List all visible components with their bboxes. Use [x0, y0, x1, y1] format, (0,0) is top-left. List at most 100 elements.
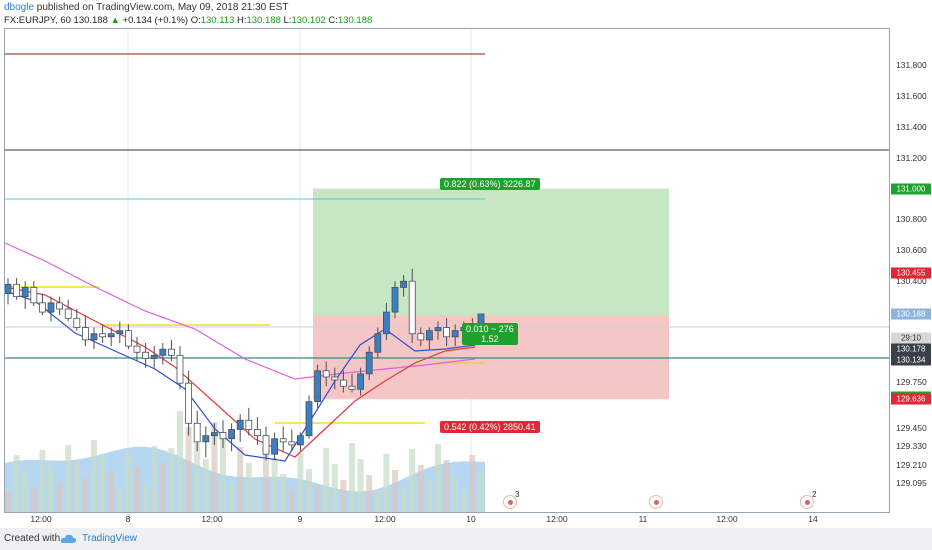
candle-up [296, 435, 304, 446]
price-tick-label: 129.450 [896, 422, 927, 433]
candle-up [228, 429, 236, 440]
volume-bar [30, 487, 37, 512]
volume-bar [263, 442, 269, 512]
volume-bar [288, 490, 295, 512]
risk-reward-line2: 1.52 [481, 334, 499, 344]
target-zone [313, 188, 669, 316]
candle-down [13, 283, 21, 298]
event-dot-icon [654, 500, 659, 505]
candle-down [30, 286, 38, 304]
event-dot-icon [508, 500, 513, 505]
candle-down [443, 327, 451, 338]
event-dot-icon [805, 500, 810, 505]
time-tick-label: 11 [638, 514, 648, 524]
volume-bar [357, 459, 364, 512]
event-marker-2[interactable] [649, 495, 663, 509]
event-marker-3[interactable]: 2 [800, 490, 816, 509]
price-tick-label: 130.400 [896, 276, 927, 287]
candle-up [400, 280, 408, 288]
volume-bar [331, 464, 338, 512]
volume-bar [245, 463, 252, 512]
tradingview-link[interactable]: TradingView [82, 533, 138, 544]
volume-bar [56, 482, 63, 512]
high-label: H: [237, 15, 247, 26]
volume-bar [349, 443, 355, 512]
price-tag: 130.188 [891, 308, 931, 320]
ma-magenta [5, 242, 476, 380]
volume-bar [409, 449, 416, 512]
price-tick-label: 131.200 [896, 152, 927, 163]
created-with-text: Created with [4, 533, 61, 544]
volume-bar [460, 492, 467, 512]
price-change: +0.134 (+0.1%) [122, 15, 189, 26]
volume-bar [297, 453, 304, 512]
candle-up [451, 330, 459, 338]
candle-down [219, 432, 227, 440]
volume-bar [91, 440, 97, 512]
volume-bar [271, 458, 278, 512]
candle-up [21, 286, 29, 298]
ma-blue [5, 290, 476, 462]
price-tick-label: 130.600 [896, 245, 927, 256]
low-label: L: [283, 15, 292, 26]
last-price: 130.188 [73, 15, 108, 26]
volume-bar [177, 411, 183, 512]
volume-bar [73, 461, 80, 512]
candle-up [210, 432, 218, 437]
time-tick-label: 8 [125, 514, 131, 524]
price-tag: 130.178 [891, 343, 931, 355]
time-tick-label: 12:00 [374, 514, 396, 524]
volume-bar [306, 469, 312, 512]
candle-up [305, 401, 313, 437]
price-tick-label: 129.750 [896, 376, 927, 387]
time-tick-label: 14 [808, 514, 818, 524]
volume-bar [374, 491, 381, 512]
price-tag: 130.455 [891, 267, 931, 279]
price-tag: 131.000 [891, 183, 931, 195]
close-label: C: [328, 15, 338, 26]
volume-bar [435, 444, 441, 512]
target-label[interactable]: 0.822 (0.63%) 3226.87 [440, 178, 540, 190]
close-value: 130.188 [337, 15, 373, 26]
volume-bar [142, 483, 149, 512]
open-label: O: [190, 15, 201, 26]
time-tick-label: 12:00 [30, 514, 52, 524]
volume-bar [443, 460, 450, 512]
event-marker-1[interactable]: 3 [503, 490, 519, 509]
volume-bar [134, 467, 140, 512]
candle-down [348, 385, 356, 390]
volume-bar [125, 451, 132, 512]
price-tick-label: 130.800 [896, 214, 927, 225]
volume-bar [48, 466, 54, 512]
symbol-name: FX:EURJPY, 60 [4, 15, 71, 26]
price-tick-label: 129.330 [896, 441, 927, 452]
volume-bar [108, 472, 115, 512]
candle-down [408, 280, 416, 335]
volume-bar [469, 455, 476, 512]
price-tag: 130.134 [891, 354, 931, 366]
volume-bar [237, 447, 244, 512]
volume-bar [366, 475, 373, 512]
candle-down [82, 327, 89, 341]
tradingview-logo-icon [60, 534, 77, 543]
time-tick-label: 10 [466, 514, 476, 524]
candle-down [99, 333, 106, 338]
volume-bar [392, 470, 398, 512]
chart-canvas[interactable] [5, 29, 889, 512]
candle-up [374, 333, 382, 353]
volume-bar [65, 445, 72, 512]
stop-label[interactable]: 0.542 (0.42%) 2850.41 [440, 421, 540, 433]
username-link[interactable]: dbogle [4, 2, 35, 13]
price-chart[interactable]: 0.822 (0.63%) 3226.87 0.542 (0.42%) 2850… [4, 28, 890, 513]
time-axis[interactable]: 12:00 8 12:00 9 12:00 10 12:00 11 12:00 14 [4, 513, 890, 527]
candle-down [176, 354, 184, 384]
candle-up [425, 330, 433, 341]
price-axis[interactable]: 131.800 131.600 131.400 131.200 130.800 130.6… [890, 28, 932, 513]
candle-down [279, 438, 287, 443]
candle-up [382, 311, 390, 335]
volume-bar [314, 485, 321, 512]
volume-bar [228, 484, 235, 512]
candle-up [357, 373, 365, 390]
risk-reward-label[interactable]: 0.010 ~ 276 1.52 [462, 323, 518, 345]
volume-bar [13, 455, 20, 512]
